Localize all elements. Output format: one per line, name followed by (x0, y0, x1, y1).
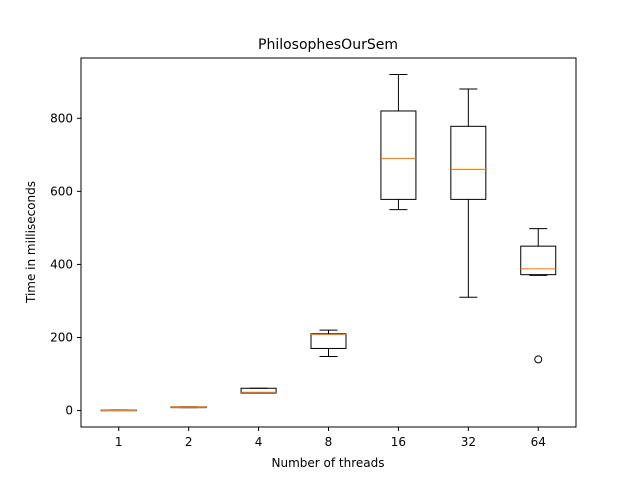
box-group-1 (100, 409, 137, 412)
box-group-2 (170, 406, 207, 409)
y-axis-label: Time in milliseconds (24, 181, 38, 304)
plot-area (100, 73, 557, 412)
x-tick-label: 2 (185, 435, 193, 449)
y-tick-label: 400 (50, 257, 73, 271)
box (520, 245, 557, 276)
box (450, 125, 487, 200)
box (240, 387, 277, 394)
box-group-4 (240, 387, 277, 394)
x-tick-label: 4 (255, 435, 263, 449)
axis-ticks: 0 200 400 600 800 1 2 4 8 16 32 64 (50, 111, 546, 449)
y-tick-label: 800 (50, 111, 73, 125)
box-group-16 (380, 73, 417, 211)
x-tick-label: 16 (391, 435, 406, 449)
box (310, 333, 347, 349)
box (380, 110, 417, 200)
x-tick-label: 1 (115, 435, 123, 449)
x-axis-label: Number of threads (272, 456, 385, 470)
outlier-point (534, 355, 543, 364)
x-tick-label: 8 (325, 435, 333, 449)
x-tick-label: 32 (461, 435, 476, 449)
y-tick-label: 600 (50, 184, 73, 198)
chart-title: PhilosophesOurSem (258, 37, 398, 53)
box-group-32 (450, 88, 487, 298)
y-tick-label: 0 (65, 404, 73, 418)
box-group-8 (310, 329, 347, 357)
y-tick-label: 200 (50, 330, 73, 344)
x-tick-label: 64 (531, 435, 546, 449)
box-group-64 (520, 228, 557, 364)
